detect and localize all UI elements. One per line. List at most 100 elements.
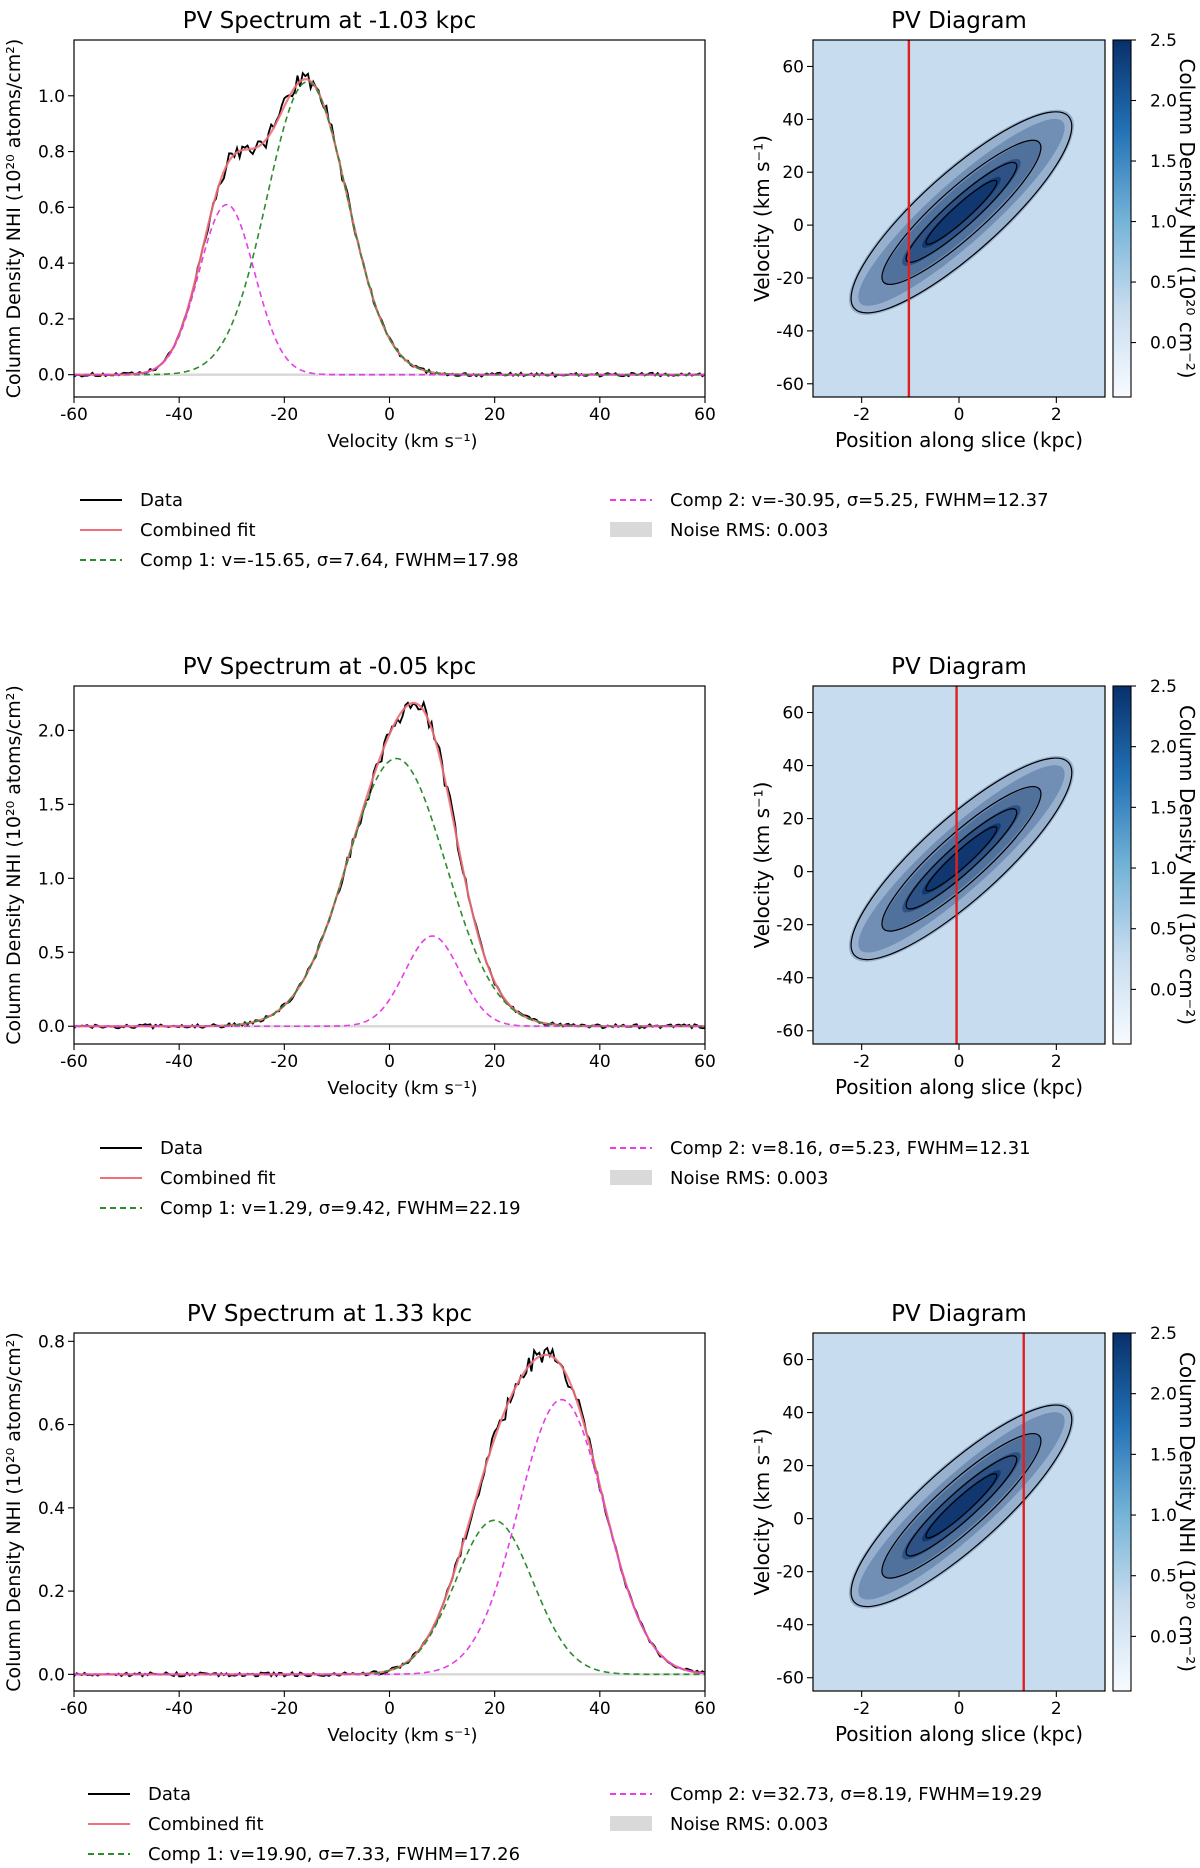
y-tick-label: 0.8 — [38, 1332, 65, 1352]
spectrum-xlabel: Velocity (km s⁻¹) — [327, 1725, 477, 1746]
y-tick-label: 1.5 — [38, 795, 65, 815]
comp2-line — [74, 1398, 705, 1676]
pv-contour — [905, 808, 1018, 910]
pv-contour — [905, 161, 1018, 263]
colorbar-tick-label: 2.5 — [1150, 677, 1177, 697]
pv-contour — [850, 1404, 1073, 1608]
pv-contour — [881, 139, 1042, 286]
spectrum-title: PV Spectrum at -0.05 kpc — [183, 654, 477, 680]
x-tick-label: 40 — [589, 1052, 611, 1072]
y-tick-label: 1.0 — [38, 87, 65, 107]
pv-xlabel: Position along slice (kpc) — [835, 1722, 1083, 1746]
pv-y-tick-label: 20 — [782, 810, 804, 830]
pv-contour — [850, 111, 1073, 314]
y-tick-label: 0.2 — [38, 310, 65, 330]
colorbar-tick-label: 2.5 — [1150, 1324, 1177, 1344]
pv-y-tick-label: 20 — [782, 163, 804, 183]
y-tick-label: 0.6 — [38, 1416, 65, 1436]
y-tick-label: 0.0 — [38, 1665, 65, 1685]
x-tick-label: -40 — [165, 405, 193, 425]
legend-label-data: Data — [160, 1138, 203, 1159]
x-tick-label: 40 — [589, 405, 611, 425]
pv-emission-layer — [922, 1470, 1001, 1542]
legend-label-comp1: Comp 1: v=-15.65, σ=7.64, FWHM=17.98 — [140, 550, 519, 571]
colorbar: 0.0 0.5 1.0 1.5 2.0 2.5 Column Density NHI (10… — [1112, 677, 1199, 1045]
colorbar-scale — [1112, 685, 1132, 1045]
x-tick-label: -40 — [165, 1699, 193, 1719]
colorbar-tick-label: 0.0 — [1150, 980, 1177, 1000]
pv-y-tick-label: -60 — [776, 1669, 804, 1689]
spectrum-ylabel: Column Density NHI (10²⁰ atoms/cm²) — [3, 1332, 25, 1692]
colorbar-tick-label: 1.0 — [1150, 213, 1177, 233]
legend-label-combined: Combined fit — [140, 520, 256, 541]
colorbar-tick-label: 1.5 — [1150, 798, 1177, 818]
legend-swatch-noise — [610, 522, 652, 537]
y-tick-label: 0.4 — [38, 254, 65, 274]
colorbar-tick-label: 1.0 — [1150, 1506, 1177, 1526]
colorbar-tick-label: 2.0 — [1150, 738, 1177, 758]
noise-band — [74, 1024, 705, 1028]
pv-y-tick-label: 40 — [782, 1404, 804, 1424]
x-tick-label: -60 — [60, 1699, 88, 1719]
colorbar-tick-label: 0.0 — [1150, 334, 1177, 354]
pv-contour — [905, 1455, 1018, 1557]
y-tick-label: 0.6 — [38, 198, 65, 218]
pv-y-tick-label: 20 — [782, 1457, 804, 1477]
pv-y-tick-label: 0 — [793, 1510, 804, 1530]
colorbar-tick-label: 0.5 — [1150, 1567, 1177, 1587]
legend: Data Combined fit Comp 1: v=1.29, σ=9.42, … — [100, 1138, 1031, 1219]
x-tick-label: 20 — [484, 405, 506, 425]
pv-y-tick-label: 0 — [793, 863, 804, 883]
x-tick-label: -20 — [270, 1052, 298, 1072]
pv-contour — [925, 179, 998, 245]
pv-x-tick-label: 2 — [1051, 1699, 1062, 1719]
x-tick-label: -20 — [270, 1699, 298, 1719]
colorbar-tick-label: 0.5 — [1150, 920, 1177, 940]
pv-emission-layer — [922, 823, 1001, 895]
legend-label-data: Data — [148, 1784, 191, 1805]
y-tick-label: 0.8 — [38, 143, 65, 163]
x-tick-label: 0 — [384, 1699, 395, 1719]
spectrum-plot: -60 -40 -20 0 20 40 60 0.0 0.2 0.4 0.6 0.8 1.0 PV Spe… — [3, 8, 716, 452]
legend-label-comp2: Comp 2: v=8.16, σ=5.23, FWHM=12.31 — [670, 1138, 1031, 1159]
spectrum-plot: -60 -40 -20 0 20 40 60 0.0 0.2 0.4 0.6 0.8 PV Spectr… — [3, 1301, 716, 1746]
legend-label-noise: Noise RMS: 0.003 — [670, 1814, 828, 1835]
x-tick-label: 0 — [384, 1052, 395, 1072]
legend-label-combined: Combined fit — [148, 1814, 264, 1835]
x-tick-label: -60 — [60, 1052, 88, 1072]
legend-label-comp1: Comp 1: v=1.29, σ=9.42, FWHM=22.19 — [160, 1198, 521, 1219]
colorbar-label: Column Density NHI (10²⁰ cm⁻²) — [1175, 1352, 1199, 1672]
colorbar-tick-label: 2.0 — [1150, 92, 1177, 112]
x-tick-label: 20 — [484, 1699, 506, 1719]
pv-y-tick-label: 40 — [782, 757, 804, 777]
legend-label-comp2: Comp 2: v=32.73, σ=8.19, FWHM=19.29 — [670, 1784, 1042, 1805]
x-tick-label: -40 — [165, 1052, 193, 1072]
legend-swatch-noise — [610, 1170, 652, 1185]
pv-x-tick-label: -2 — [853, 1052, 870, 1072]
pv-ylabel: Velocity (km s⁻¹) — [750, 135, 774, 302]
spectrum-xlabel: Velocity (km s⁻¹) — [327, 431, 477, 452]
colorbar-tick-label: 1.5 — [1150, 152, 1177, 172]
pv-y-tick-label: 60 — [782, 1351, 804, 1371]
legend-label-comp2: Comp 2: v=-30.95, σ=5.25, FWHM=12.37 — [670, 490, 1049, 511]
y-tick-label: 0.4 — [38, 1499, 65, 1519]
pv-y-tick-label: 40 — [782, 110, 804, 130]
colorbar-tick-label: 2.5 — [1150, 31, 1177, 51]
pv-ylabel: Velocity (km s⁻¹) — [750, 782, 774, 949]
pv-x-tick-label: 2 — [1051, 1052, 1062, 1072]
pv-y-tick-label: -20 — [776, 269, 804, 289]
legend-swatch-noise — [610, 1816, 652, 1831]
pv-y-tick-label: -40 — [776, 969, 804, 989]
pv-contour — [925, 1473, 998, 1539]
colorbar-scale — [1112, 39, 1132, 398]
spectrum-ylabel: Column Density NHI (10²⁰ atoms/cm²) — [3, 685, 25, 1045]
x-tick-label: 0 — [384, 405, 395, 425]
pv-title: PV Diagram — [891, 1301, 1027, 1327]
pv-y-tick-label: -40 — [776, 1616, 804, 1636]
x-tick-label: 40 — [589, 1699, 611, 1719]
pv-title: PV Diagram — [891, 654, 1027, 680]
colorbar-tick-label: 1.0 — [1150, 859, 1177, 879]
